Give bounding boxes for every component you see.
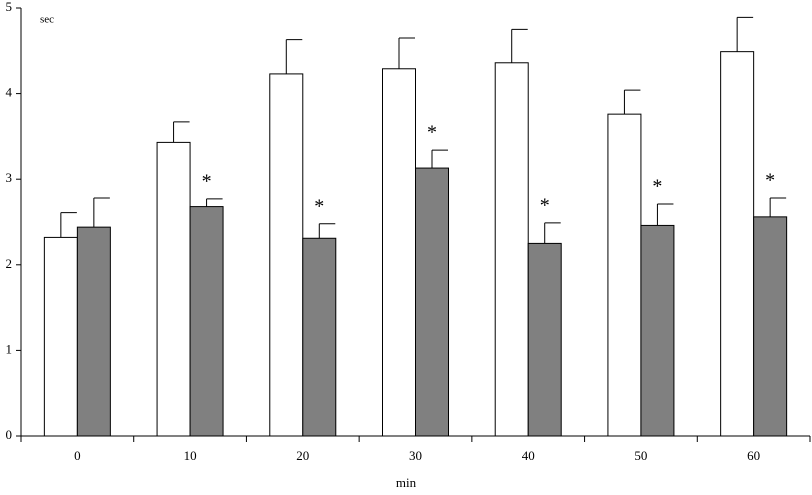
x-tick-label: 20 xyxy=(296,448,309,463)
error-bar xyxy=(656,203,674,226)
y-axis-label: sec xyxy=(40,14,54,26)
x-tick-label: 60 xyxy=(747,448,760,463)
bar xyxy=(302,237,337,437)
error-bar xyxy=(173,121,190,143)
significance-marker: * xyxy=(202,170,212,192)
x-axis-label: min xyxy=(396,475,417,490)
error-bar xyxy=(398,37,415,69)
significance-marker: * xyxy=(652,176,662,198)
bar xyxy=(76,226,111,437)
x-tick-label: 40 xyxy=(522,448,535,463)
bar xyxy=(720,51,755,437)
error-bar xyxy=(769,197,787,217)
bar xyxy=(156,141,191,437)
error-bar xyxy=(623,89,641,115)
error-bar xyxy=(431,149,448,169)
bar xyxy=(607,113,642,437)
bar xyxy=(494,62,529,437)
error-bar xyxy=(511,28,528,63)
bar xyxy=(43,236,78,437)
y-tick-label: 2 xyxy=(6,256,13,271)
bar xyxy=(527,242,562,437)
error-bar xyxy=(93,197,110,228)
bar xyxy=(382,68,416,437)
significance-marker: * xyxy=(314,195,324,217)
significance-marker: * xyxy=(540,194,550,216)
y-tick-label: 5 xyxy=(6,0,13,14)
y-tick-label: 3 xyxy=(6,170,13,185)
significance-marker: * xyxy=(427,122,437,144)
error-bar xyxy=(318,223,336,239)
y-tick-label: 4 xyxy=(6,85,13,100)
bar xyxy=(269,73,304,437)
bar xyxy=(640,224,675,437)
error-bar xyxy=(736,16,754,52)
error-bar xyxy=(60,212,77,238)
error-bar xyxy=(544,222,561,244)
x-tick-label: 0 xyxy=(74,448,81,463)
y-tick-label: 1 xyxy=(6,341,13,356)
x-tick-label: 30 xyxy=(409,448,422,463)
x-tick-label: 10 xyxy=(184,448,197,463)
x-tick-label: 50 xyxy=(634,448,647,463)
error-bar xyxy=(285,39,303,74)
bar xyxy=(189,206,224,437)
bar xyxy=(415,167,449,437)
bar xyxy=(753,216,788,437)
significance-marker: * xyxy=(765,170,775,192)
error-bar xyxy=(206,198,223,207)
y-tick-label: 0 xyxy=(6,427,13,442)
